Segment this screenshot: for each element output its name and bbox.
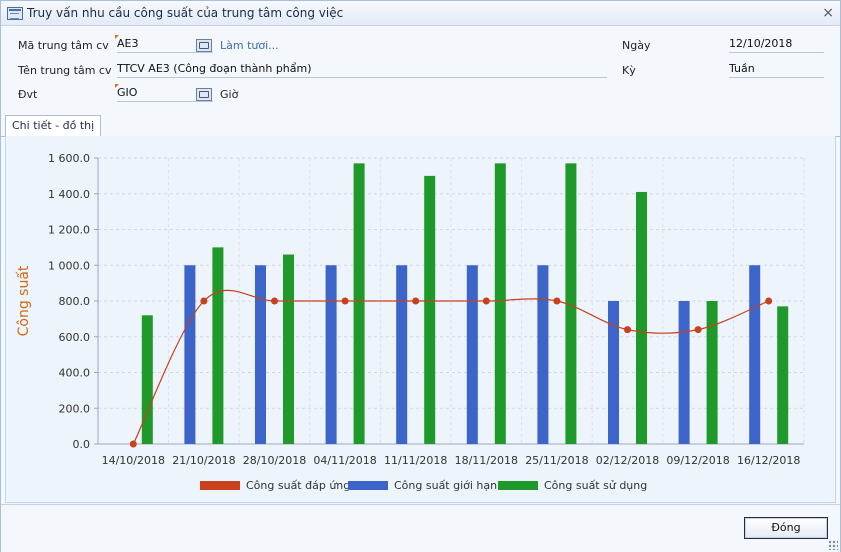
- legend-label: Công suất sử dụng: [544, 479, 647, 492]
- filter-form: Mã trung tâm cv AE3 Làm tươi... Tên trun…: [1, 26, 840, 112]
- bar-gioi-han: [255, 265, 266, 444]
- point-dap-ung: [694, 326, 702, 334]
- refresh-link[interactable]: Làm tươi...: [220, 39, 279, 52]
- ky-label: Kỳ: [622, 64, 636, 77]
- legend-label: Công suất giới hạn: [394, 479, 497, 492]
- ngay-label: Ngày: [622, 39, 651, 52]
- x-tick-label: 21/10/2018: [172, 454, 235, 467]
- point-dap-ung: [482, 297, 490, 305]
- lookup-icon[interactable]: [196, 88, 212, 101]
- close-icon[interactable]: ×: [822, 5, 834, 21]
- y-tick-label: 1 400.0: [48, 188, 90, 201]
- bar-su-dung: [283, 254, 294, 444]
- y-tick-label: 200.0: [59, 402, 91, 415]
- window-title: Truy vấn nhu cầu công suất của trung tâm…: [27, 6, 344, 20]
- footer: Đóng: [1, 504, 840, 552]
- ngay-input[interactable]: 12/10/2018: [729, 36, 824, 53]
- bar-su-dung: [777, 306, 789, 444]
- x-tick-label: 28/10/2018: [243, 454, 306, 467]
- y-tick-label: 600.0: [59, 331, 91, 344]
- x-tick-label: 11/11/2018: [384, 454, 447, 467]
- ma-trung-tam-label: Mã trung tâm cv: [18, 39, 109, 52]
- line-dap-ung: [132, 289, 769, 445]
- title-bar: Truy vấn nhu cầu công suất của trung tâm…: [1, 1, 840, 26]
- lookup-icon[interactable]: [196, 39, 212, 52]
- x-tick-label: 09/12/2018: [666, 454, 729, 467]
- point-dap-ung: [553, 297, 561, 305]
- bar-gioi-han: [537, 265, 549, 444]
- ky-input[interactable]: Tuần: [729, 61, 824, 78]
- window-icon: [7, 7, 23, 20]
- bar-gioi-han: [608, 301, 619, 444]
- dvt-name: Giờ: [220, 88, 239, 101]
- bar-gioi-han: [325, 265, 337, 444]
- bar-su-dung: [353, 163, 365, 445]
- tab-chi-tiet-do-thi[interactable]: Chi tiết - đồ thị: [5, 115, 102, 136]
- close-button[interactable]: Đóng: [744, 517, 828, 539]
- bar-su-dung: [706, 301, 718, 444]
- point-dap-ung: [412, 297, 420, 305]
- y-tick-label: 1 000.0: [48, 259, 90, 272]
- bar-gioi-han: [466, 265, 478, 444]
- resize-grip-icon[interactable]: [828, 540, 838, 550]
- dvt-input[interactable]: GIO: [117, 85, 213, 102]
- bar-su-dung: [212, 247, 224, 444]
- y-tick-label: 1 600.0: [48, 152, 90, 165]
- dvt-label: Đvt: [18, 88, 38, 101]
- required-marker: [115, 84, 119, 88]
- capacity-chart: 0.0 200.0 400.0 600.0 800.0 1 000.0 1 200.0 1 4…: [16, 152, 805, 492]
- point-dap-ung: [200, 297, 208, 305]
- point-dap-ung: [765, 297, 773, 305]
- y-tick-label: 400.0: [59, 367, 91, 380]
- ten-trung-tam-field: TTCV AE3 (Công đoạn thành phẩm): [117, 61, 607, 78]
- required-marker: [115, 35, 119, 39]
- bar-su-dung: [636, 191, 647, 444]
- point-dap-ung: [129, 440, 137, 448]
- legend-label: Công suất đáp ứng: [246, 479, 350, 492]
- y-tick-label: 0.0: [73, 438, 91, 451]
- legend-swatch: [200, 481, 240, 490]
- ten-trung-tam-label: Tên trung tâm cv: [18, 64, 112, 77]
- legend-swatch: [348, 481, 388, 490]
- bar-gioi-han: [678, 301, 690, 444]
- x-tick-label: 25/11/2018: [525, 454, 588, 467]
- bar-su-dung: [424, 175, 436, 444]
- bar-su-dung: [141, 315, 153, 444]
- bar-gioi-han: [184, 265, 196, 444]
- tab-strip: Chi tiết - đồ thị: [1, 114, 840, 137]
- bar-gioi-han: [749, 265, 761, 444]
- x-tick-label: 16/12/2018: [737, 454, 800, 467]
- x-tick-label: 14/10/2018: [102, 454, 165, 467]
- point-dap-ung: [271, 297, 278, 305]
- y-axis-title: Công suất: [16, 265, 32, 336]
- point-dap-ung: [624, 326, 631, 334]
- bar-su-dung: [494, 163, 506, 445]
- x-tick-label: 04/11/2018: [313, 454, 376, 467]
- y-tick-label: 800.0: [59, 295, 91, 308]
- y-tick-label: 1 200.0: [48, 224, 90, 237]
- bar-gioi-han: [396, 265, 408, 444]
- point-dap-ung: [341, 297, 349, 305]
- legend-swatch: [498, 481, 538, 490]
- x-tick-label: 02/12/2018: [596, 454, 659, 467]
- chart-panel: 0.0 200.0 400.0 600.0 800.0 1 000.0 1 200.0 1 4…: [5, 136, 836, 503]
- bar-su-dung: [565, 163, 577, 445]
- x-tick-label: 18/11/2018: [455, 454, 518, 467]
- ma-trung-tam-input[interactable]: AE3: [117, 36, 213, 53]
